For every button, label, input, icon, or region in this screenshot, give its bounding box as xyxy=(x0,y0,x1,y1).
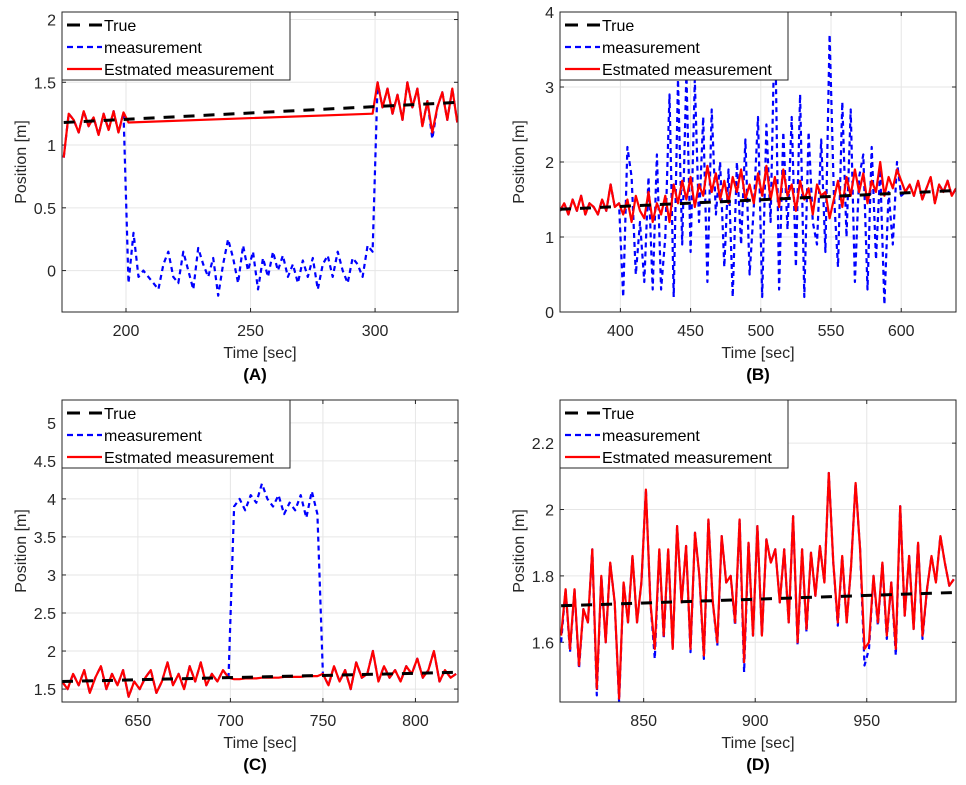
x-tick-label: 750 xyxy=(310,713,337,730)
x-tick-label: 200 xyxy=(113,323,140,340)
legend: True measurement Estmated measurement xyxy=(61,11,291,81)
x-axis-label: Time [sec] xyxy=(223,735,296,752)
legend-label: True xyxy=(602,406,634,423)
series-line-estmated-measurement xyxy=(560,160,956,224)
x-tick-label: 650 xyxy=(125,713,152,730)
series-line-true xyxy=(560,189,956,211)
y-tick-label: 1.5 xyxy=(34,682,56,699)
x-tick-label: 950 xyxy=(853,713,880,730)
x-tick-label: 300 xyxy=(362,323,389,340)
x-tick-label: 800 xyxy=(402,713,429,730)
y-tick-label: 0 xyxy=(545,305,554,322)
series-line-measurement xyxy=(560,12,956,306)
panel-label: (A) xyxy=(243,365,267,384)
legend-label: measurement xyxy=(104,40,202,57)
subplot-a: 200 250 300 0 0.5 1 1.5 2 True measurement Estmate… xyxy=(13,11,459,384)
legend: True measurement Estmated measurement xyxy=(559,11,789,81)
y-axis-label: Position [m] xyxy=(13,509,30,593)
legend-label: Estmated measurement xyxy=(104,62,274,79)
x-tick-label: 550 xyxy=(818,323,845,340)
y-tick-label: 1.5 xyxy=(34,75,56,92)
legend-label: Estmated measurement xyxy=(602,62,772,79)
x-axis-label: Time [sec] xyxy=(721,735,794,752)
panel-label: (B) xyxy=(746,365,770,384)
x-tick-label: 500 xyxy=(747,323,774,340)
y-tick-label: 1 xyxy=(545,230,554,247)
x-axis-label: Time [sec] xyxy=(223,345,296,362)
legend: True measurement Estmated measurement xyxy=(559,399,789,469)
x-tick-label: 400 xyxy=(607,323,634,340)
y-tick-label: 2 xyxy=(545,503,554,520)
y-axis-label: Position [m] xyxy=(511,509,528,593)
y-tick-label: 2 xyxy=(47,644,56,661)
y-tick-label: 0.5 xyxy=(34,201,56,218)
series-group xyxy=(62,81,458,297)
legend-label: measurement xyxy=(104,428,202,445)
legend-label: measurement xyxy=(602,40,700,57)
panel-label: (D) xyxy=(746,755,770,774)
panel-label: (C) xyxy=(243,755,267,774)
x-tick-label: 850 xyxy=(630,713,657,730)
series-line-true xyxy=(63,100,458,124)
y-tick-label: 2.5 xyxy=(34,606,56,623)
y-tick-label: 0 xyxy=(47,264,56,281)
y-axis-label: Position [m] xyxy=(511,120,528,204)
y-tick-label: 1 xyxy=(47,138,56,155)
subplot-d: 850 900 950 1.6 1.8 2 2.2 True measurement Estmat… xyxy=(511,399,957,774)
series-group xyxy=(560,12,956,306)
x-tick-label: 900 xyxy=(742,713,769,730)
y-tick-label: 3 xyxy=(47,568,56,585)
legend-label: True xyxy=(104,18,136,35)
series-line-estmated-measurement xyxy=(560,471,955,700)
y-tick-label: 1.8 xyxy=(532,569,554,586)
subplot-c: 650 700 750 800 1.5 2 2.5 3 3.5 4 4.5 5 True measurem… xyxy=(13,399,459,774)
x-tick-label: 450 xyxy=(677,323,704,340)
x-tick-label: 600 xyxy=(888,323,915,340)
y-tick-label: 3.5 xyxy=(34,530,56,547)
y-tick-label: 5 xyxy=(47,416,56,433)
x-tick-label: 700 xyxy=(217,713,244,730)
y-tick-label: 4 xyxy=(545,5,554,22)
x-axis-label: Time [sec] xyxy=(721,345,794,362)
legend-label: Estmated measurement xyxy=(602,450,772,467)
legend-label: Estmated measurement xyxy=(104,450,274,467)
series-group xyxy=(62,482,458,698)
y-tick-label: 2.2 xyxy=(532,436,554,453)
legend-label: True xyxy=(602,18,634,35)
series-group xyxy=(560,471,955,702)
series-line-true xyxy=(62,670,458,683)
series-line-estmated-measurement xyxy=(62,649,457,698)
y-tick-label: 3 xyxy=(545,80,554,97)
y-axis-label: Position [m] xyxy=(13,120,30,204)
y-tick-label: 4.5 xyxy=(34,454,56,471)
legend: True measurement Estmated measurement xyxy=(61,399,291,469)
y-tick-label: 1.6 xyxy=(532,635,554,652)
legend-label: True xyxy=(104,406,136,423)
y-tick-label: 4 xyxy=(47,492,56,509)
series-line-estmated-measurement xyxy=(62,81,458,158)
series-line-true xyxy=(561,591,954,608)
subplot-b: 400 450 500 550 600 0 1 2 3 4 True measurement Estma… xyxy=(511,5,957,384)
y-tick-label: 2 xyxy=(47,13,56,30)
y-tick-label: 2 xyxy=(545,155,554,172)
x-tick-label: 250 xyxy=(237,323,264,340)
legend-label: measurement xyxy=(602,428,700,445)
